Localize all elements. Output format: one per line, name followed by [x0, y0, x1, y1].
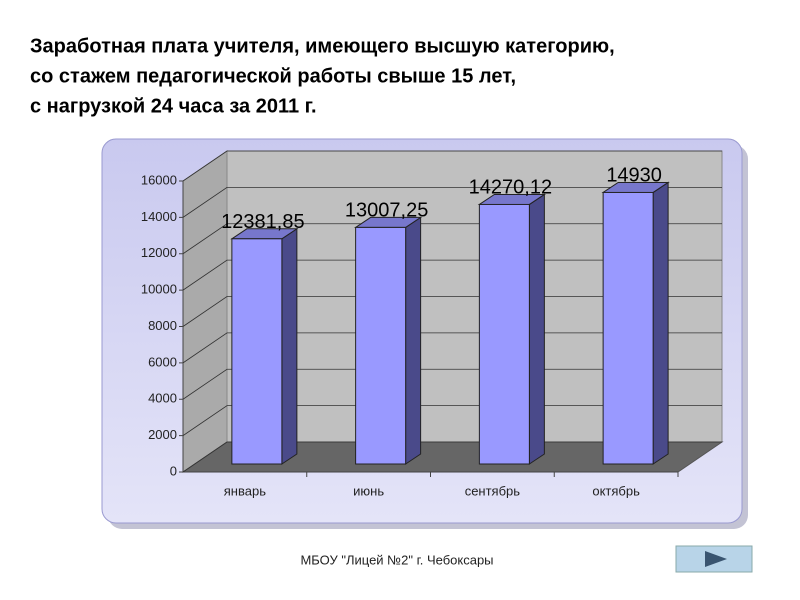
grid-line	[182, 368, 722, 400]
grid-line	[182, 296, 722, 327]
bar	[355, 226, 407, 465]
plot-area: 0 2000 4000 6000 8000 10000 12000 14000 16000 янв…	[141, 150, 724, 498]
bar	[478, 203, 530, 465]
grid-line	[182, 186, 722, 218]
grid-line	[182, 223, 722, 255]
x-tick-label: октябрь	[592, 483, 640, 498]
grid-line	[182, 259, 722, 291]
value-label: 13007,25	[345, 200, 428, 222]
value-label: 12381,85	[221, 211, 304, 233]
bar-side	[652, 181, 669, 465]
y-tick-label: 6000	[148, 354, 177, 369]
y-tick-label: 4000	[148, 391, 177, 406]
y-tick-label: 14000	[141, 209, 177, 224]
y-tick-label: 12000	[141, 245, 177, 260]
bar	[602, 191, 654, 465]
next-arrow[interactable]	[705, 551, 727, 567]
grid-line	[182, 405, 722, 436]
y-tick-label: 8000	[148, 318, 177, 333]
grid-line	[182, 150, 722, 182]
value-label: 14930	[606, 165, 662, 187]
grid-line	[182, 441, 722, 473]
y-tick-label: 16000	[141, 172, 177, 187]
y-tick-label: 2000	[148, 427, 177, 442]
bar	[231, 238, 283, 465]
value-label: 14270,12	[469, 177, 552, 199]
grid-line	[182, 332, 722, 364]
bar-side	[281, 227, 298, 465]
footer: МБОУ "Лицей №2" г. Чебоксары	[300, 552, 493, 567]
y-tick-label: 10000	[141, 282, 177, 297]
next-button[interactable]	[675, 545, 753, 573]
x-tick-label: июнь	[353, 483, 384, 498]
title-line: со стажем педагогической работы свыше 15…	[30, 65, 516, 87]
x-tick-label: январь	[224, 483, 266, 498]
title-line: Заработная плата учителя, имеющего высшу…	[30, 35, 615, 57]
title-line: с нагрузкой 24 часа за 2011 г.	[30, 95, 317, 117]
bar-side	[405, 216, 422, 465]
y-tick-label: 0	[170, 463, 177, 478]
bar-side	[528, 193, 545, 465]
next-button-bg[interactable]	[675, 545, 753, 573]
x-tick-label: сентябрь	[465, 483, 521, 498]
